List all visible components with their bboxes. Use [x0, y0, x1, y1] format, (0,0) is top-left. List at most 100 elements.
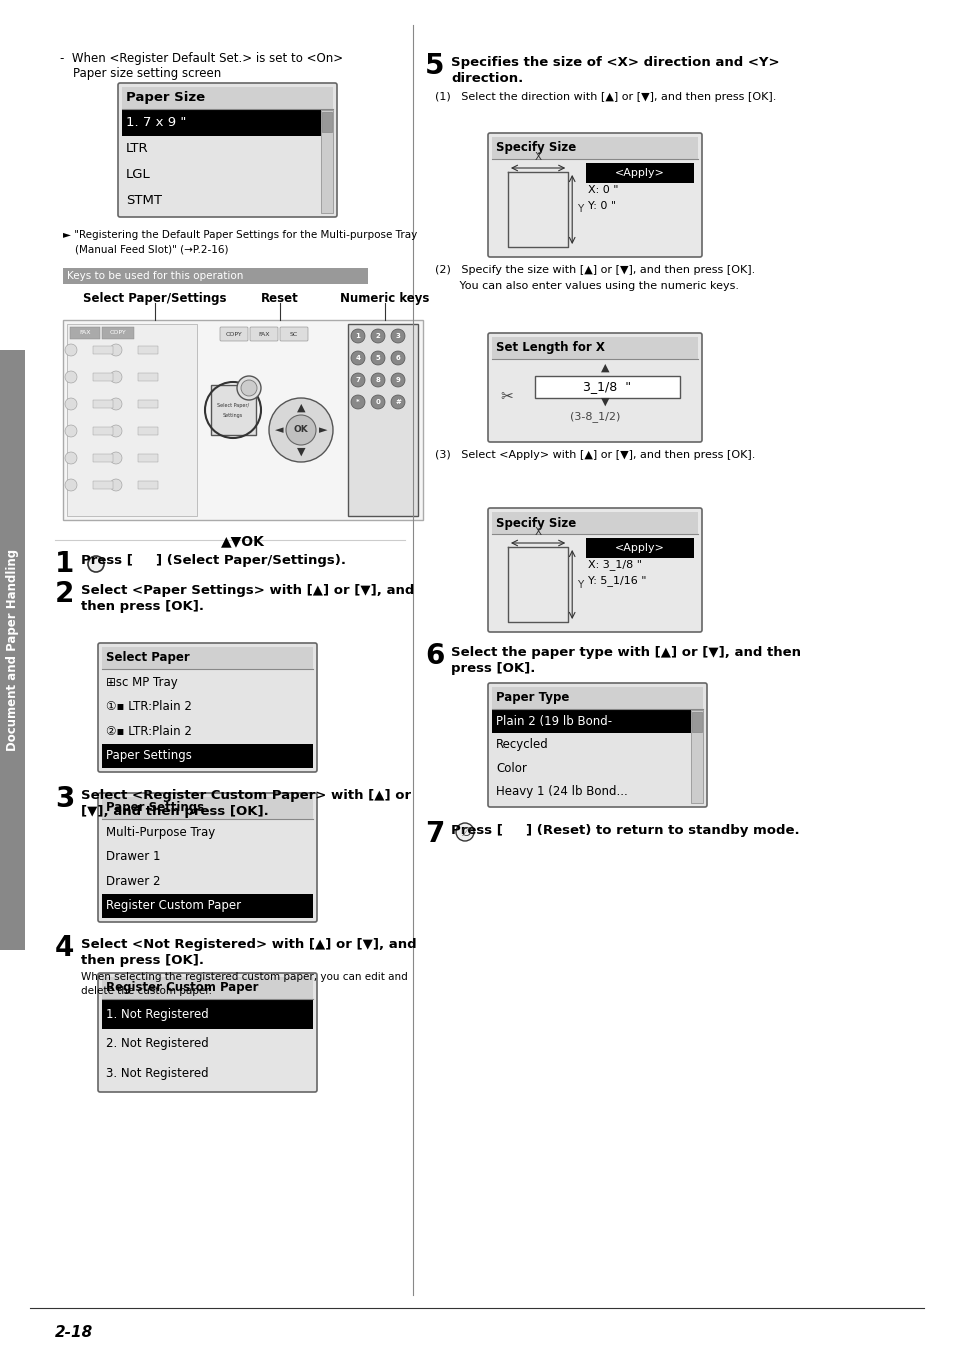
Circle shape [241, 379, 256, 396]
Text: ▲: ▲ [296, 404, 305, 413]
Text: 7: 7 [355, 377, 360, 383]
Text: Specify Size: Specify Size [496, 517, 576, 529]
Text: X: 3_1/8 ": X: 3_1/8 " [588, 559, 641, 571]
Text: 8: 8 [375, 377, 380, 383]
Text: COPY: COPY [110, 331, 126, 336]
Text: Heavy 1 (24 lb Bond...: Heavy 1 (24 lb Bond... [496, 784, 627, 798]
Text: ②▪ LTR:Plain 2: ②▪ LTR:Plain 2 [106, 725, 192, 737]
Text: Select <Not Registered> with [▲] or [▼], and: Select <Not Registered> with [▲] or [▼],… [81, 938, 416, 950]
FancyBboxPatch shape [98, 792, 316, 922]
Text: Select the paper type with [▲] or [▼], and then: Select the paper type with [▲] or [▼], a… [451, 647, 801, 659]
Text: COPY: COPY [226, 332, 242, 336]
Text: 2: 2 [375, 333, 380, 339]
Text: *: * [355, 400, 359, 405]
Text: ▲▼OK: ▲▼OK [221, 535, 265, 548]
Text: Paper Settings: Paper Settings [106, 802, 204, 814]
Bar [585, 163, 693, 184]
Text: 1. Not Registered: 1. Not Registered [106, 1008, 209, 1021]
Circle shape [391, 373, 405, 387]
Text: Select Paper: Select Paper [106, 652, 190, 664]
Bar [322, 112, 332, 132]
Bar [102, 977, 313, 999]
Bar [691, 711, 701, 732]
Bar [92, 427, 112, 435]
Bar [102, 796, 313, 819]
Text: Press [     ] (Select Paper/Settings).: Press [ ] (Select Paper/Settings). [81, 554, 346, 567]
FancyBboxPatch shape [488, 683, 706, 807]
Text: Y: 0 ": Y: 0 " [588, 201, 616, 211]
Text: Select Paper/Settings: Select Paper/Settings [83, 292, 227, 305]
Bar [492, 512, 698, 535]
Text: 2-18: 2-18 [55, 1324, 93, 1341]
Bar [492, 136, 698, 159]
Text: Y: Y [577, 204, 583, 215]
Circle shape [371, 373, 385, 387]
Text: X: X [534, 526, 541, 537]
Text: When selecting the registered custom paper, you can edit and: When selecting the registered custom pap… [81, 972, 407, 981]
Text: SC: SC [290, 332, 297, 336]
Circle shape [391, 351, 405, 364]
Text: #: # [395, 400, 400, 405]
FancyBboxPatch shape [250, 327, 277, 342]
Circle shape [65, 479, 77, 491]
Circle shape [456, 824, 474, 841]
Text: -  When <Register Default Set.> is set to <On>: - When <Register Default Set.> is set to… [60, 53, 343, 65]
Circle shape [110, 344, 122, 356]
Text: Select <Register Custom Paper> with [▲] or: Select <Register Custom Paper> with [▲] … [81, 788, 411, 802]
FancyBboxPatch shape [488, 134, 701, 256]
Circle shape [286, 414, 315, 446]
Text: X: X [534, 153, 541, 162]
Bar [138, 373, 158, 381]
Text: ⊞sc MP Tray: ⊞sc MP Tray [106, 676, 177, 688]
Text: (3)   Select <Apply> with [▲] or [▼], and then press [OK].: (3) Select <Apply> with [▲] or [▼], and … [435, 450, 755, 460]
FancyBboxPatch shape [98, 643, 316, 772]
Text: ✂: ✂ [499, 390, 512, 405]
Bar [348, 324, 417, 516]
Circle shape [371, 329, 385, 343]
Text: Paper Type: Paper Type [496, 691, 569, 705]
Text: 2. Not Registered: 2. Not Registered [106, 1038, 209, 1050]
Bar [92, 454, 112, 462]
Text: Drawer 1: Drawer 1 [106, 850, 160, 863]
Text: ▼: ▼ [600, 397, 609, 406]
Circle shape [351, 373, 365, 387]
Text: [▼], and then press [OK].: [▼], and then press [OK]. [81, 805, 269, 818]
Bar [211, 385, 255, 435]
FancyBboxPatch shape [98, 973, 316, 1092]
Text: 3: 3 [55, 784, 74, 813]
Bar [63, 320, 422, 520]
Text: OK: OK [294, 425, 308, 435]
Bar [102, 894, 313, 918]
Text: (2)   Specify the size with [▲] or [▼], and then press [OK].: (2) Specify the size with [▲] or [▼], an… [435, 265, 755, 275]
Text: Multi-Purpose Tray: Multi-Purpose Tray [106, 826, 215, 838]
Bar [138, 454, 158, 462]
Text: Paper size setting screen: Paper size setting screen [73, 68, 221, 80]
Text: Numeric keys: Numeric keys [340, 292, 429, 305]
Text: ►: ► [318, 425, 327, 435]
Bar [492, 710, 690, 733]
Circle shape [88, 556, 104, 572]
Text: ► "Registering the Default Paper Settings for the Multi-purpose Tray: ► "Registering the Default Paper Setting… [63, 230, 416, 240]
Circle shape [65, 344, 77, 356]
Text: Plain 2 (19 lb Bond-: Plain 2 (19 lb Bond- [496, 716, 612, 728]
Text: You can also enter values using the numeric keys.: You can also enter values using the nume… [435, 281, 739, 292]
Text: then press [OK].: then press [OK]. [81, 954, 204, 967]
Text: ▲: ▲ [600, 363, 609, 373]
Circle shape [236, 377, 261, 400]
Circle shape [351, 351, 365, 364]
Bar [0, 350, 25, 950]
Text: <Apply>: <Apply> [615, 543, 664, 554]
Text: 3_1/8  ": 3_1/8 " [583, 381, 631, 393]
Bar [138, 427, 158, 435]
Text: 3. Not Registered: 3. Not Registered [106, 1066, 209, 1080]
Circle shape [110, 371, 122, 383]
Circle shape [65, 398, 77, 410]
Text: then press [OK].: then press [OK]. [81, 599, 204, 613]
Text: X: 0 ": X: 0 " [588, 185, 618, 194]
Text: 6: 6 [395, 355, 400, 360]
Circle shape [65, 425, 77, 437]
Circle shape [110, 398, 122, 410]
Text: 5: 5 [375, 355, 380, 360]
FancyBboxPatch shape [220, 327, 248, 342]
Circle shape [269, 398, 333, 462]
